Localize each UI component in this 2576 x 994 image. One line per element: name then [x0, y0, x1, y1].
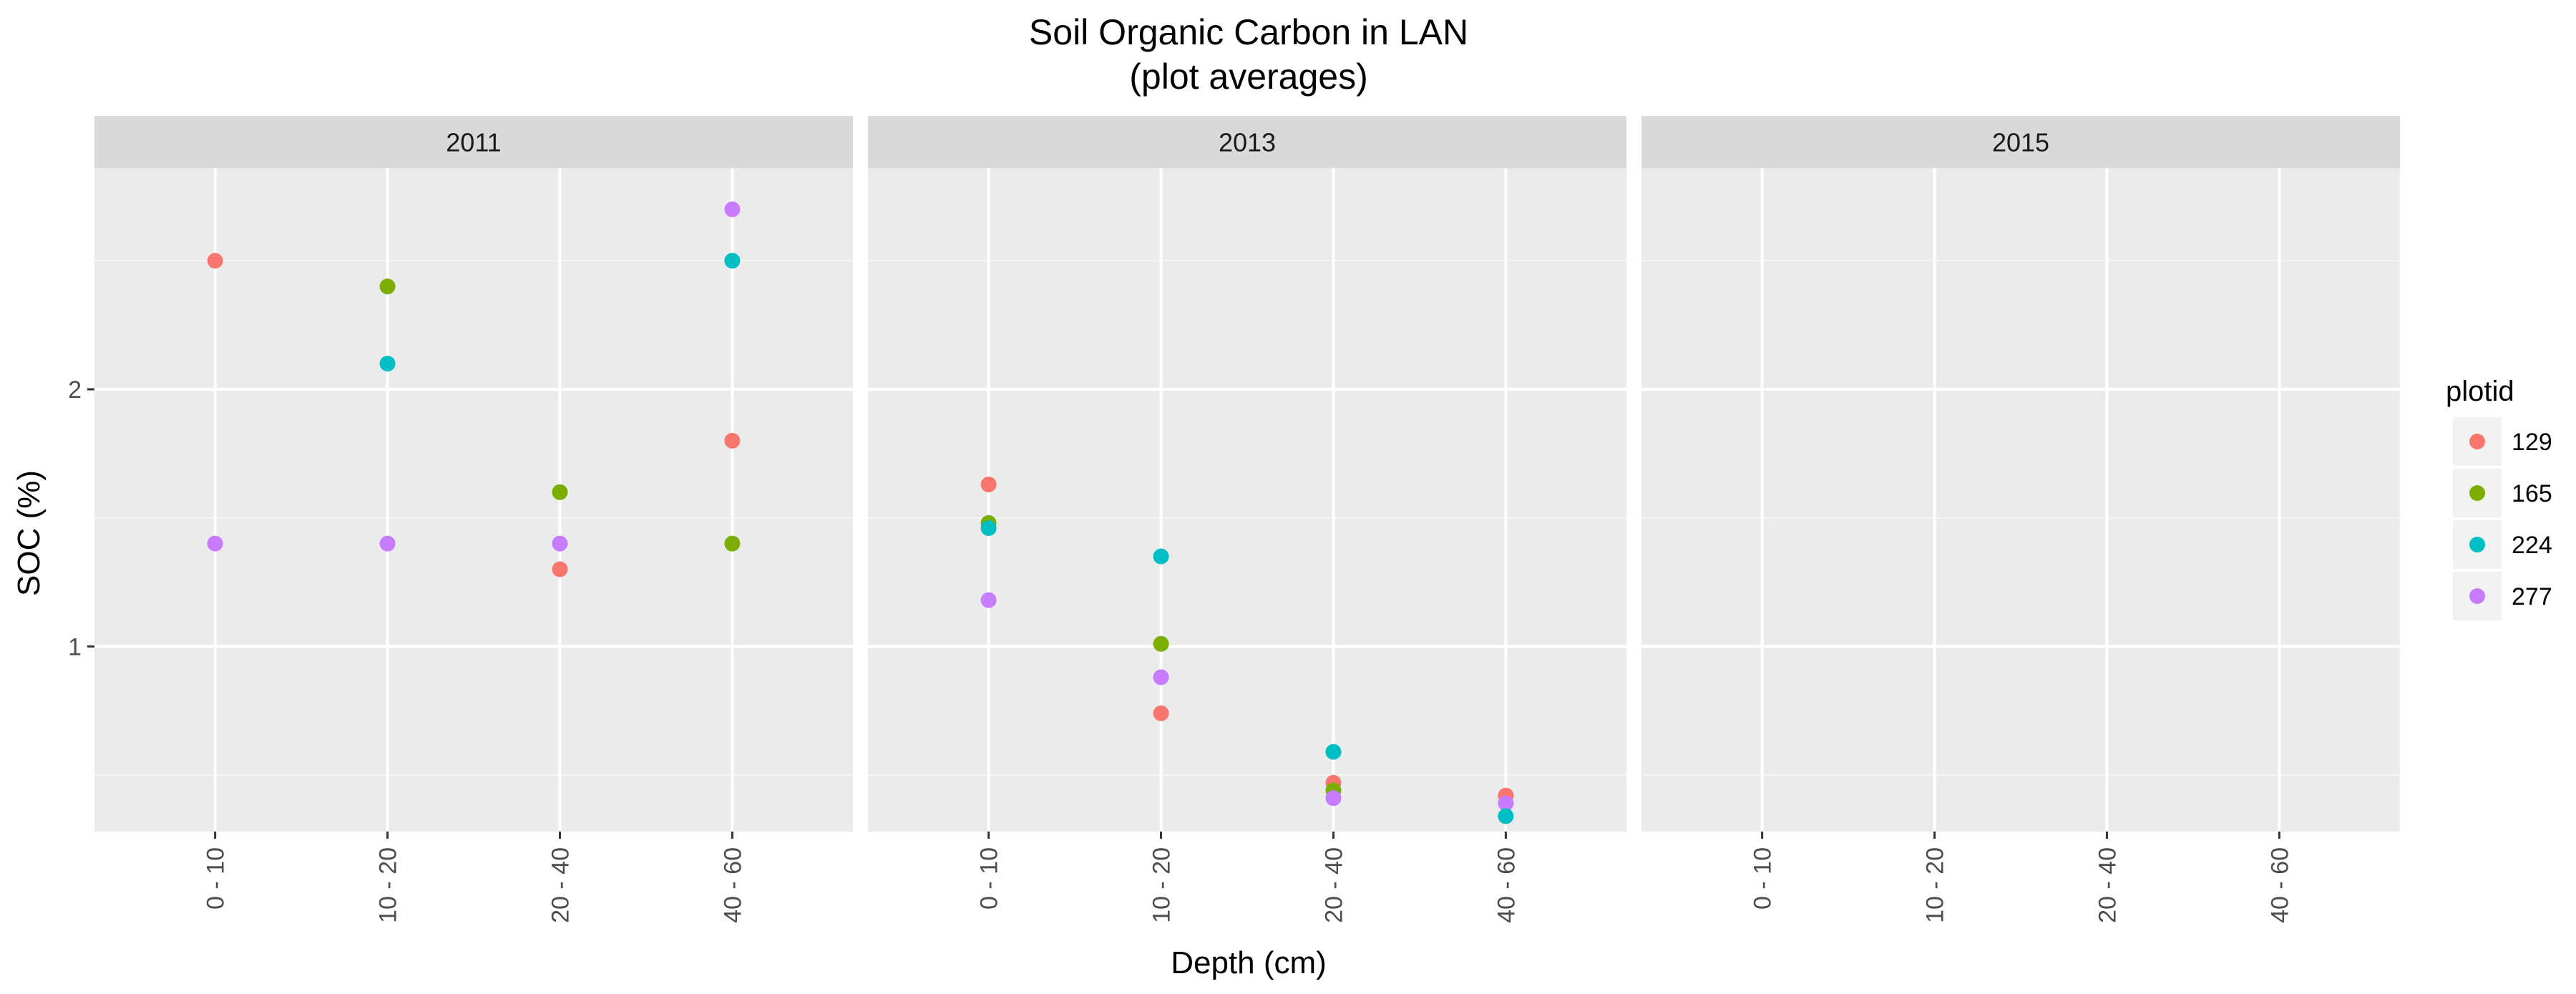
y-axis: 12 — [68, 376, 94, 661]
data-point-129 — [980, 476, 997, 492]
x-tick-label: 20 - 40 — [547, 847, 574, 923]
facet-strip — [94, 116, 853, 168]
x-tick-label: 10 - 20 — [375, 847, 402, 923]
data-point-129 — [207, 253, 223, 269]
data-point-165 — [1153, 635, 1169, 652]
x-tick-label: 20 - 40 — [1320, 847, 1347, 923]
facet-strip-label: 2013 — [1219, 128, 1276, 157]
chart-subtitle: (plot averages) — [1129, 57, 1368, 97]
data-point-224 — [1498, 808, 1514, 824]
x-tick-label: 40 - 60 — [719, 847, 746, 923]
x-axis-label: Depth (cm) — [1171, 945, 1327, 980]
legend-marker — [2469, 537, 2485, 552]
data-point-277 — [1325, 790, 1342, 807]
data-point-277 — [1153, 669, 1169, 686]
data-point-277 — [379, 535, 396, 552]
x-tick-label: 10 - 20 — [1148, 847, 1176, 923]
chart-title: Soil Organic Carbon in LAN — [1029, 12, 1468, 52]
legend-title: plotid — [2446, 376, 2514, 407]
legend-item-129: 129 — [2453, 417, 2552, 466]
legend-item-165: 165 — [2453, 469, 2552, 517]
x-tick-label: 0 - 10 — [976, 847, 1003, 910]
data-point-129 — [552, 561, 568, 578]
y-tick-label: 1 — [68, 633, 82, 661]
x-tick-label: 20 - 40 — [2094, 847, 2121, 923]
data-point-165 — [724, 535, 741, 552]
data-point-224 — [1153, 548, 1169, 565]
x-tick-label: 40 - 60 — [1493, 847, 1520, 923]
panel-background — [868, 168, 1626, 832]
data-point-277 — [552, 535, 568, 552]
data-point-224 — [1325, 744, 1342, 760]
data-point-277 — [1498, 795, 1514, 812]
data-point-277 — [724, 201, 741, 218]
data-point-277 — [207, 535, 223, 552]
data-point-129 — [724, 432, 741, 449]
data-point-165 — [552, 484, 568, 500]
facet-panel-2015: 2015 0 - 10 10 - 20 20 - 40 40 - 60 — [1641, 116, 2400, 923]
panel-background — [1641, 168, 2400, 832]
x-tick-label: 40 - 60 — [2266, 847, 2293, 923]
legend-label: 165 — [2512, 480, 2552, 507]
legend-label: 224 — [2512, 532, 2552, 559]
legend-marker — [2469, 588, 2485, 604]
data-point-224 — [980, 520, 997, 537]
legend-marker — [2469, 434, 2485, 449]
facet-panel-2011: 2011 0 - 10 10 - 20 20 - 40 40 - 60 — [94, 116, 853, 923]
x-tick-label: 0 - 10 — [1750, 847, 1777, 910]
legend-label: 129 — [2512, 429, 2552, 456]
x-tick-label: 10 - 20 — [1922, 847, 1949, 923]
data-point-277 — [980, 592, 997, 608]
legend-label: 277 — [2512, 583, 2552, 610]
data-point-224 — [379, 356, 396, 372]
y-tick-label: 2 — [68, 376, 82, 404]
facet-panel-2013: 2013 0 - 10 10 - 20 20 - 40 40 - 60 — [868, 116, 1626, 923]
x-tick-label: 0 - 10 — [203, 847, 230, 910]
facet-strip — [868, 116, 1626, 168]
facet-panels: 2011 0 - 10 10 - 20 20 - 40 40 - 60 2013 0 - 1… — [68, 116, 2400, 923]
facet-strip-label: 2011 — [446, 128, 501, 157]
y-axis-label: SOC (%) — [11, 470, 47, 596]
legend-marker — [2469, 485, 2485, 501]
facet-strip — [1641, 116, 2400, 168]
legend-item-224: 224 — [2453, 520, 2552, 569]
data-point-224 — [724, 253, 741, 269]
data-point-165 — [379, 278, 396, 295]
facet-strip-label: 2015 — [1992, 128, 2049, 157]
panel-background — [94, 168, 853, 832]
legend-item-277: 277 — [2453, 572, 2552, 620]
data-point-129 — [1153, 705, 1169, 721]
legend: plotid 129 165 224 277 — [2446, 376, 2552, 620]
